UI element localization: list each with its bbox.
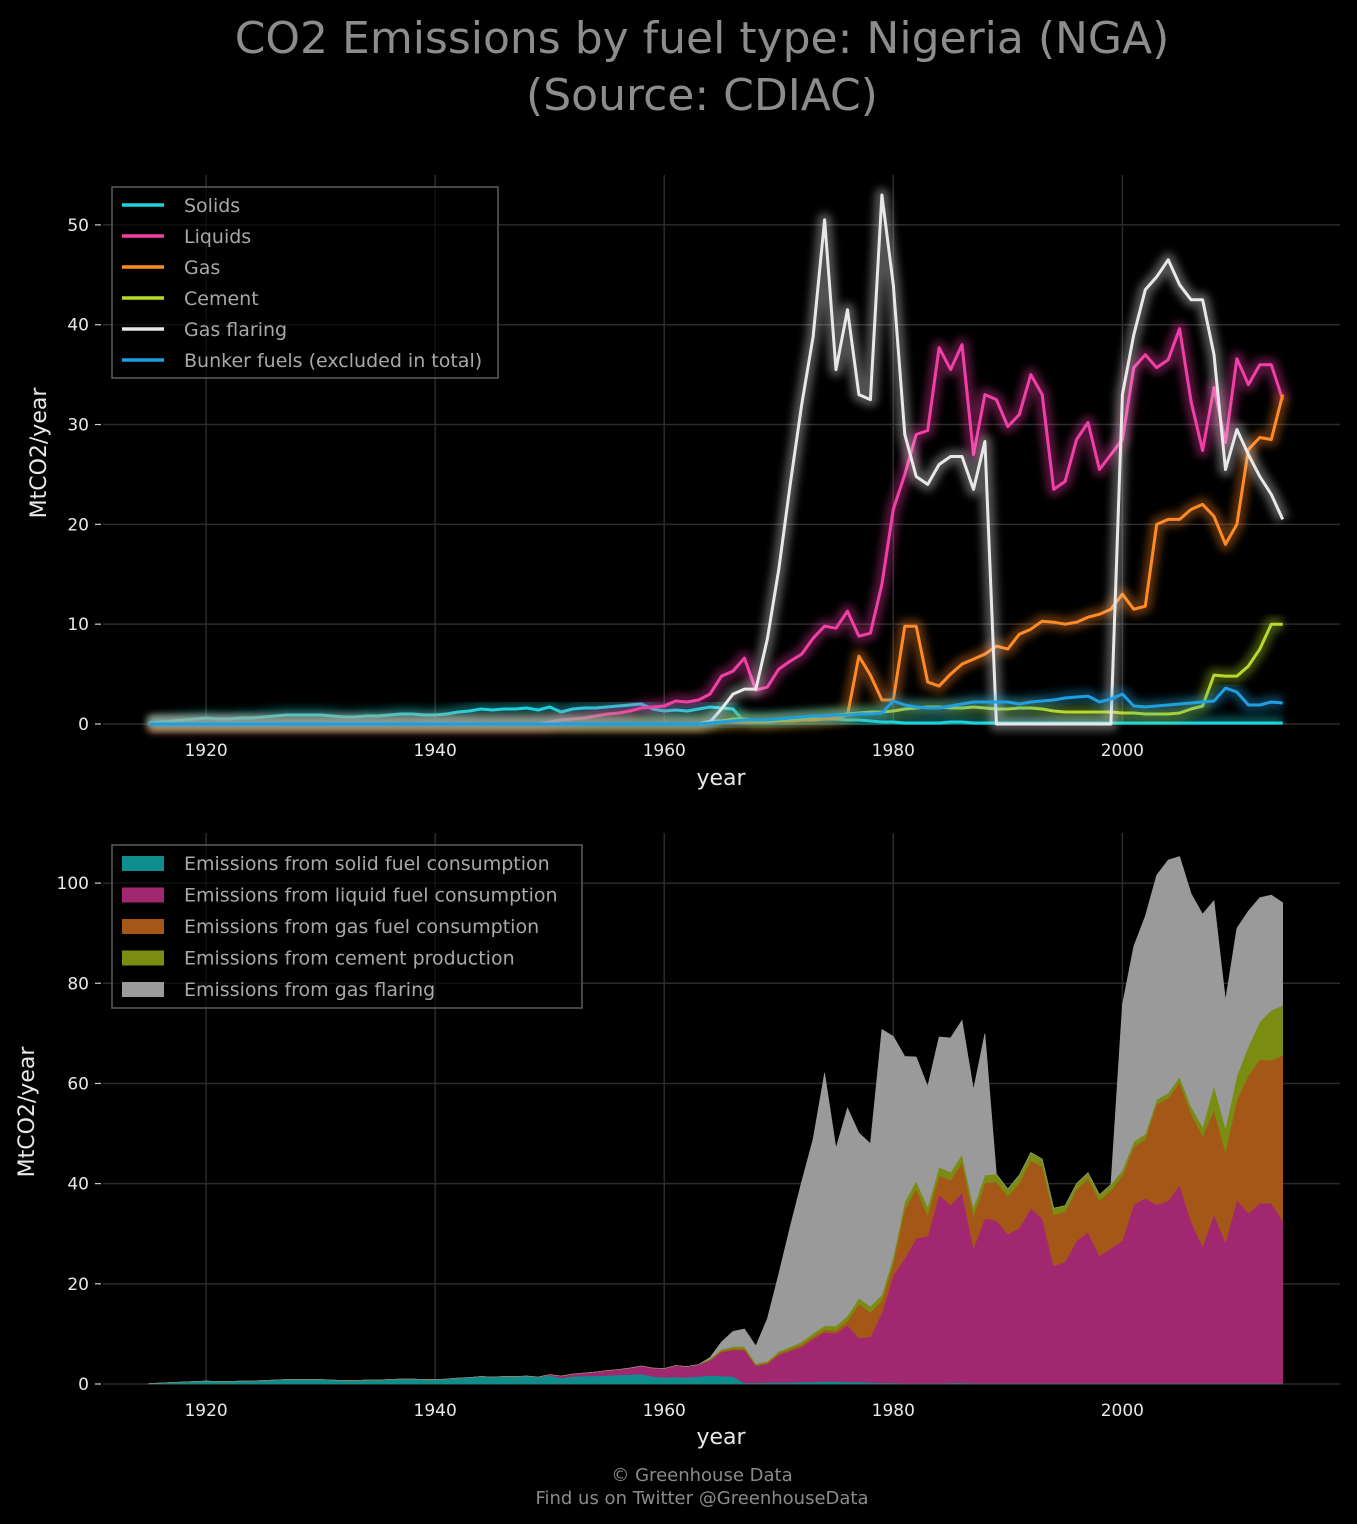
top-ytick-30: 30	[67, 416, 89, 436]
top-tick-labels: 1920 1940 1960 1980 2000 0 10 20 30 40 50	[67, 216, 1144, 761]
legend-label-solids: Solids	[184, 195, 240, 217]
top-series-group	[148, 188, 1290, 731]
series-bunker-fuels-excluded-in-total	[148, 681, 1284, 731]
legend-label-emissions-from-solid-fuel-consumption: Emissions from solid fuel consumption	[184, 853, 550, 875]
legend-swatch-liquids-area	[122, 887, 164, 903]
top-xtick-1920: 1920	[184, 741, 227, 761]
legend-swatch-gas-area	[122, 919, 164, 934]
bottom-legend: Emissions from solid fuel consumption Emi…	[111, 844, 583, 1009]
bottom-y-axis-label: MtCO2/year	[15, 1046, 40, 1178]
top-y-axis-label: MtCO2/year	[27, 387, 52, 519]
legend-label-cement: Cement	[184, 288, 259, 310]
legend-label-emissions-from-liquid-fuel-consumption: Emissions from liquid fuel consumption	[184, 885, 558, 907]
legend-label-emissions-from-cement-production: Emissions from cement production	[184, 948, 515, 970]
top-ytick-50: 50	[67, 216, 89, 236]
legend-label-emissions-from-gas-fuel-consumption: Emissions from gas fuel consumption	[184, 916, 539, 938]
top-legend-box	[111, 186, 499, 379]
bottom-ytick-20: 20	[67, 1275, 89, 1295]
top-xtick-1960: 1960	[643, 741, 686, 761]
bottom-ytick-40: 40	[67, 1175, 89, 1195]
emissions-stacked-panel: 1920 1940 1960 1980 2000 0 20 40 60 80 100 year Mt…	[15, 833, 1340, 1450]
top-x-axis-label: year	[696, 766, 746, 791]
footer-twitter: Find us on Twitter @GreenhouseData	[535, 1488, 868, 1509]
legend-label-bunker-fuels-excluded-in-total: Bunker fuels (excluded in total)	[184, 350, 482, 372]
bottom-x-axis-label: year	[696, 1425, 746, 1450]
bottom-xtick-1940: 1940	[414, 1401, 457, 1421]
legend-label-gas: Gas	[184, 257, 220, 279]
bottom-ytick-60: 60	[67, 1074, 89, 1094]
bottom-ytick-80: 80	[67, 974, 89, 994]
footer-copyright: © Greenhouse Data	[611, 1465, 792, 1486]
legend-swatch-gas-flaring-area	[122, 982, 164, 997]
area-gas-flaring	[148, 856, 1283, 1384]
chart-title-line2: (Source: CDIAC)	[526, 70, 878, 121]
top-ytick-20: 20	[67, 515, 89, 535]
bottom-xtick-2000: 2000	[1101, 1401, 1144, 1421]
top-xtick-2000: 2000	[1101, 741, 1144, 761]
top-xtick-1940: 1940	[414, 741, 457, 761]
bottom-xtick-1920: 1920	[184, 1401, 227, 1421]
bottom-legend-box	[111, 844, 583, 1009]
chart-title-line1: CO2 Emissions by fuel type: Nigeria (NGA…	[235, 13, 1170, 64]
bottom-tick-labels: 1920 1940 1960 1980 2000 0 20 40 60 80 100	[57, 874, 1144, 1421]
series-line-bunker-fuels-excluded-in-total	[148, 686, 1283, 726]
bottom-ytick-0: 0	[78, 1375, 89, 1395]
bottom-xtick-1980: 1980	[872, 1401, 915, 1421]
top-legend: Solids Liquids Gas Cement Gas flaring Bunker …	[111, 186, 499, 379]
emissions-line-panel: 1920 1940 1960 1980 2000 0 10 20 30 40 50 year MtC…	[27, 175, 1340, 791]
legend-swatch-cement-area	[122, 950, 164, 966]
top-ytick-40: 40	[67, 316, 89, 336]
bottom-xtick-1960: 1960	[643, 1401, 686, 1421]
legend-label-liquids: Liquids	[184, 226, 251, 248]
bottom-series-group	[148, 856, 1283, 1385]
legend-label-emissions-from-gas-flaring: Emissions from gas flaring	[184, 979, 435, 1001]
top-xtick-1980: 1980	[872, 741, 915, 761]
legend-swatch-solids-area	[122, 856, 164, 871]
top-ytick-10: 10	[67, 615, 89, 635]
bottom-ytick-100: 100	[57, 874, 89, 894]
top-ytick-0: 0	[78, 715, 89, 735]
legend-label-gas-flaring: Gas flaring	[184, 319, 287, 341]
